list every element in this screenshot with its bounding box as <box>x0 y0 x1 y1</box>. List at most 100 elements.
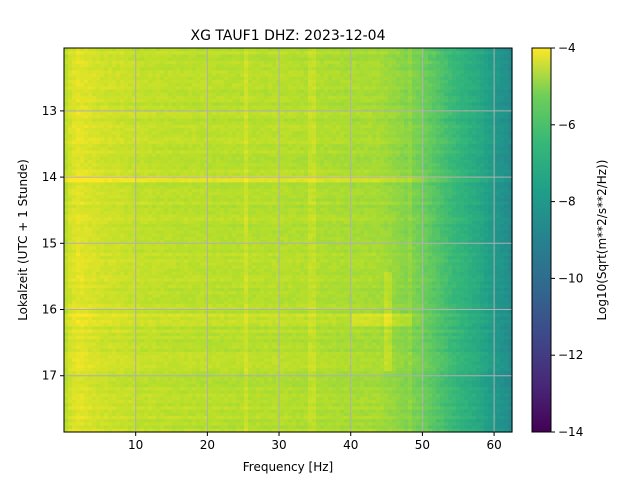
heatmap-cell <box>120 76 125 81</box>
heatmap-cell <box>112 54 117 59</box>
heatmap-cell <box>96 124 101 129</box>
heatmap-cell <box>432 112 437 116</box>
heatmap-cell <box>428 48 433 52</box>
heatmap-cell <box>120 54 125 59</box>
heatmap-cell <box>184 54 189 59</box>
heatmap-cell <box>336 86 341 91</box>
heatmap-cell <box>160 60 165 65</box>
heatmap-cell <box>232 121 237 126</box>
heatmap-cell <box>252 57 257 62</box>
heatmap-cell <box>212 80 217 84</box>
heatmap-cell <box>280 51 285 55</box>
heatmap-cell <box>368 92 373 97</box>
heatmap-cell <box>240 124 245 129</box>
heatmap-cell <box>124 48 129 52</box>
heatmap-cell <box>128 131 133 135</box>
heatmap-cell <box>132 121 137 126</box>
heatmap-cell <box>300 48 305 52</box>
heatmap-cell <box>196 83 201 87</box>
heatmap-cell <box>288 124 293 129</box>
heatmap-cell <box>208 83 213 87</box>
heatmap-cell <box>416 48 421 52</box>
heatmap-cell <box>236 48 241 52</box>
heatmap-cell <box>504 102 509 107</box>
heatmap-cell <box>364 102 369 107</box>
heatmap-cell <box>388 54 393 59</box>
heatmap-cell <box>320 92 325 97</box>
heatmap-cell <box>460 115 465 119</box>
heatmap-cell <box>452 99 457 103</box>
heatmap-cell <box>276 92 281 97</box>
heatmap-cell <box>444 99 449 103</box>
heatmap-cell <box>184 121 189 126</box>
heatmap-cell <box>288 76 293 81</box>
heatmap-cell <box>144 118 149 123</box>
heatmap-cell <box>84 96 89 100</box>
heatmap-cell <box>292 67 297 71</box>
heatmap-cell <box>384 80 389 84</box>
heatmap-cell <box>316 54 321 59</box>
heatmap-cell <box>160 89 165 94</box>
heatmap-cell <box>364 118 369 123</box>
heatmap-cell <box>180 67 185 71</box>
heatmap-cell <box>76 89 81 94</box>
heatmap-cell <box>364 89 369 94</box>
heatmap-cell <box>156 86 161 91</box>
heatmap-cell <box>104 105 109 110</box>
heatmap-cell <box>440 128 445 132</box>
heatmap-cell <box>272 102 277 107</box>
heatmap-cell <box>164 54 169 59</box>
heatmap-cell <box>212 89 217 94</box>
heatmap-cell <box>152 89 157 94</box>
heatmap-cell <box>416 73 421 78</box>
heatmap-cell <box>196 121 201 126</box>
heatmap-cell <box>464 96 469 100</box>
heatmap-cell <box>176 131 181 135</box>
heatmap-cell <box>224 96 229 100</box>
heatmap-cell <box>400 83 405 87</box>
heatmap-cell <box>216 73 221 78</box>
heatmap-cell <box>156 76 161 81</box>
heatmap-cell <box>112 83 117 87</box>
heatmap-cell <box>480 70 485 75</box>
heatmap-cell <box>276 112 281 116</box>
heatmap-cell <box>316 83 321 87</box>
heatmap-cell <box>380 80 385 84</box>
heatmap-cell <box>464 112 469 116</box>
heatmap-cell <box>272 60 277 65</box>
heatmap-cell <box>68 51 73 55</box>
heatmap-cell <box>440 67 445 71</box>
heatmap-cell <box>248 115 253 119</box>
heatmap-cell <box>272 128 277 132</box>
heatmap-cell <box>96 76 101 81</box>
heatmap-cell <box>112 118 117 123</box>
heatmap-cell <box>432 102 437 107</box>
heatmap-cell <box>156 73 161 78</box>
heatmap-cell <box>372 105 377 110</box>
heatmap-cell <box>292 99 297 103</box>
heatmap-cell <box>88 51 93 55</box>
heatmap-cell <box>268 57 273 62</box>
heatmap-cell <box>68 121 73 126</box>
heatmap-cell <box>152 131 157 135</box>
heatmap-cell <box>404 86 409 91</box>
heatmap-cell <box>460 80 465 84</box>
heatmap-cell <box>132 57 137 62</box>
heatmap-cell <box>176 124 181 129</box>
heatmap-cell <box>120 80 125 84</box>
heatmap-cell <box>260 112 265 116</box>
heatmap-cell <box>360 112 365 116</box>
heatmap-cell <box>476 89 481 94</box>
heatmap-cell <box>432 48 437 52</box>
heatmap-cell <box>440 70 445 75</box>
heatmap-cell <box>192 124 197 129</box>
heatmap-cell <box>340 105 345 110</box>
heatmap-cell <box>200 60 205 65</box>
heatmap-cell <box>368 54 373 59</box>
heatmap-cell <box>180 102 185 107</box>
heatmap-cell <box>112 86 117 91</box>
heatmap-cell <box>328 54 333 59</box>
heatmap-cell <box>380 76 385 81</box>
heatmap-cell <box>376 57 381 62</box>
heatmap-cell <box>164 115 169 119</box>
